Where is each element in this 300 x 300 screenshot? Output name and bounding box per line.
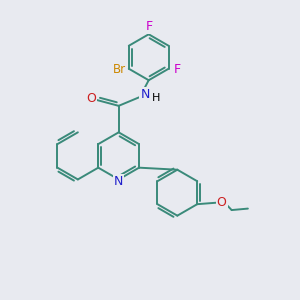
Text: N: N <box>114 175 123 188</box>
Text: H: H <box>152 94 160 103</box>
Text: O: O <box>217 196 226 209</box>
Text: N: N <box>140 88 150 101</box>
Text: F: F <box>146 20 153 32</box>
Text: Br: Br <box>113 63 126 76</box>
Text: F: F <box>174 63 181 76</box>
Text: O: O <box>86 92 96 105</box>
